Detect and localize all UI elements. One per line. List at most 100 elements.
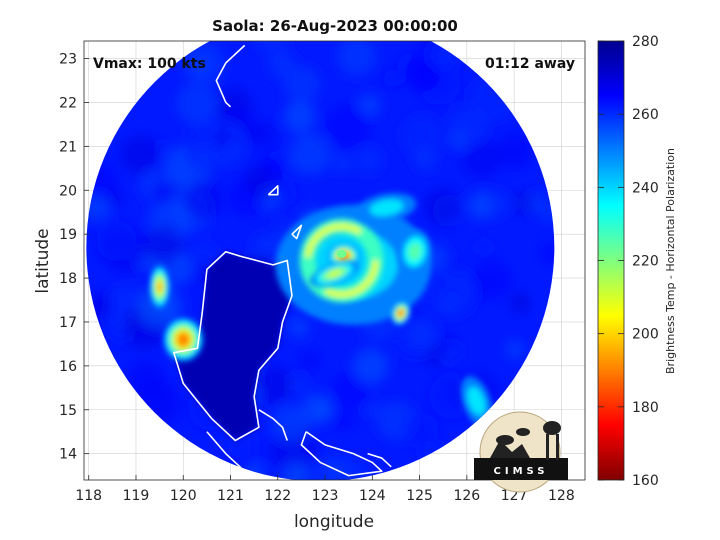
texture-blob — [189, 54, 211, 75]
texture-blob — [86, 161, 119, 204]
plot-frame — [83, 40, 586, 481]
coastline-polillo — [258, 409, 288, 441]
y-axis-label: latitude — [33, 228, 53, 293]
convection-features — [149, 193, 493, 441]
texture-blob — [251, 41, 289, 54]
texture-blob — [505, 340, 524, 359]
feature-luzon-convection-north — [149, 264, 170, 309]
texture-blob — [243, 164, 277, 198]
texture-blob — [424, 188, 462, 226]
texture-blob — [120, 135, 160, 175]
vmax-label: Vmax: 100 kts — [93, 56, 206, 72]
colorbar-tick-label: 260 — [632, 107, 659, 123]
feature-luzon-convection — [163, 317, 204, 362]
feature-northern-band — [356, 193, 417, 223]
y-tick-label: 22 — [59, 95, 77, 111]
axis-ticks: 118 119 120 121 122 123 124 125 126 127 1281415161… — [59, 52, 575, 504]
logo-text: CIMSS — [494, 466, 549, 477]
texture-blob — [300, 350, 321, 371]
time-away-label: 01:12 away — [485, 56, 575, 72]
texture-blob — [541, 205, 555, 223]
texture-blob — [255, 366, 294, 405]
texture-blob — [448, 105, 489, 146]
texture-blob — [436, 333, 455, 352]
texture-blob — [352, 348, 389, 384]
y-tick-label: 16 — [59, 359, 77, 375]
feature-eastern-cell — [391, 301, 411, 325]
storm-eye — [336, 249, 347, 258]
coastline-luzon — [173, 250, 293, 442]
y-tick-label: 14 — [59, 447, 77, 463]
texture-blob — [325, 104, 371, 150]
y-tick-label: 19 — [59, 227, 77, 243]
colorbar: 160 180 200 220 240 260 280 Brightness Temp - … — [597, 34, 677, 489]
texture-blob — [473, 260, 513, 299]
texture-blob — [96, 220, 137, 262]
y-tick-label: 21 — [59, 139, 77, 155]
y-tick-label: 15 — [59, 403, 77, 419]
texture-blob — [283, 100, 316, 133]
texture-blob — [383, 69, 402, 88]
feature-contour — [398, 310, 403, 316]
x-axis-label: longitude — [294, 512, 374, 532]
coastline-taiwan — [215, 44, 246, 108]
feature-outer-band-east — [398, 229, 432, 274]
texture-blob — [104, 305, 123, 325]
feature-inner-rainband — [309, 260, 360, 287]
feature-contour — [179, 334, 188, 345]
texture-blob — [403, 412, 439, 448]
x-tick-label: 125 — [406, 488, 433, 504]
x-tick-label: 121 — [217, 488, 244, 504]
texture-blob — [182, 179, 223, 220]
texture-blob — [248, 120, 276, 148]
texture-blob — [462, 139, 502, 179]
cimss-logo: CIMSS — [474, 411, 568, 493]
x-tick-label: 124 — [359, 488, 386, 504]
x-tick-label: 119 — [123, 488, 150, 504]
texture-blob — [176, 83, 218, 125]
colorbar-tick-label: 220 — [632, 254, 659, 270]
texture-blob — [144, 225, 184, 265]
texture-blob — [284, 66, 321, 103]
texture-blob — [268, 50, 296, 79]
x-tick-label: 122 — [264, 488, 291, 504]
coastline-catanduanes — [367, 452, 392, 468]
texture-blob — [496, 132, 534, 170]
coastline-camiguin — [291, 224, 303, 240]
texture-blob — [134, 322, 154, 342]
texture-blob — [393, 314, 438, 359]
colorbar-tick-label: 160 — [632, 473, 659, 489]
texture-blob — [336, 411, 356, 432]
feature-contour — [157, 281, 163, 293]
texture-blob — [526, 192, 548, 215]
y-tick-label: 17 — [59, 315, 77, 331]
texture-blob — [148, 177, 176, 205]
texture-blob — [337, 41, 377, 76]
texture-blob — [312, 399, 333, 420]
x-tick-label: 120 — [170, 488, 197, 504]
coastline-babuyan — [267, 185, 279, 196]
feature-contour — [327, 269, 342, 278]
feature-contour — [467, 386, 486, 416]
y-tick-label: 20 — [59, 183, 77, 199]
texture-blob — [364, 400, 382, 418]
texture-blob — [475, 239, 492, 256]
colorbar-tick-label: 200 — [632, 327, 659, 343]
texture-blob — [212, 128, 232, 148]
colorbar-tick-label: 180 — [632, 400, 659, 416]
x-tick-label: 126 — [453, 488, 480, 504]
texture-blob — [282, 461, 311, 480]
x-tick-label: 128 — [548, 488, 575, 504]
texture-blob — [271, 404, 311, 444]
colorbar-tick-label: 280 — [632, 34, 659, 50]
texture-blob — [334, 155, 351, 172]
y-tick-label: 18 — [59, 271, 77, 287]
texture-blob — [510, 293, 531, 313]
feature-contour — [408, 243, 422, 261]
luzon-land — [173, 251, 292, 441]
x-tick-label: 118 — [75, 488, 102, 504]
texture-blob — [126, 360, 166, 399]
texture-blob — [353, 146, 383, 176]
feature-contour — [369, 199, 404, 217]
